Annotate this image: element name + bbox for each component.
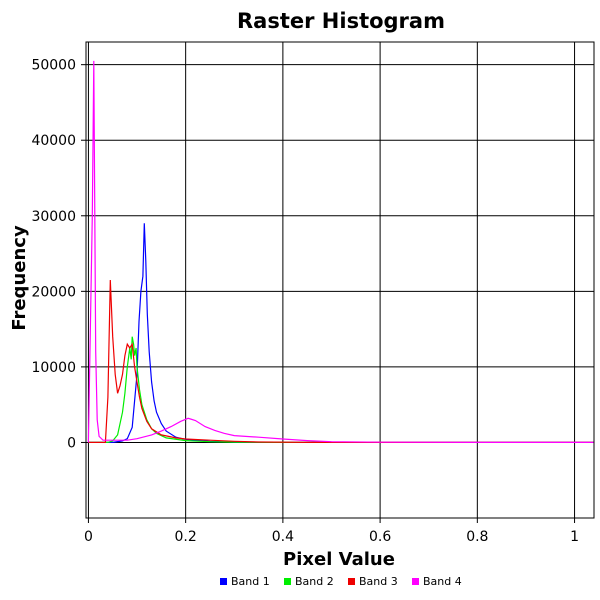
legend-swatch — [348, 578, 355, 585]
series-layer — [87, 60, 594, 443]
legend-label: Band 4 — [423, 575, 462, 588]
chart-title: Raster Histogram — [237, 9, 445, 33]
gridlines — [86, 42, 594, 518]
y-tick-label: 20000 — [31, 284, 76, 300]
x-axis-label: Pixel Value — [283, 549, 395, 570]
x-tick-label: 0.2 — [175, 529, 197, 545]
y-axis-label: Frequency — [9, 225, 30, 331]
y-tick-label: 50000 — [31, 58, 76, 74]
y-tick-label: 40000 — [31, 133, 76, 149]
x-tick-label: 0 — [84, 529, 93, 545]
series-line-band-4 — [87, 60, 594, 443]
legend-swatch — [284, 578, 291, 585]
x-tick-label: 0.6 — [369, 529, 391, 545]
series-line-band-2 — [88, 336, 594, 443]
legend-swatch — [412, 578, 419, 585]
y-tick-label: 30000 — [31, 209, 76, 225]
y-tick-label: 0 — [67, 435, 76, 451]
y-tick-label: 10000 — [31, 360, 76, 376]
legend-label: Band 2 — [295, 575, 334, 588]
legend-label: Band 3 — [359, 575, 398, 588]
x-tick-label: 0.4 — [272, 529, 294, 545]
legend-swatch — [220, 578, 227, 585]
x-tick-label: 1 — [570, 529, 579, 545]
series-line-band-3 — [88, 279, 594, 443]
legend: Band 1 Band 2 Band 3 Band 4 — [220, 575, 462, 588]
legend-label: Band 1 — [231, 575, 270, 588]
x-tick-label: 0.8 — [466, 529, 488, 545]
series-line-band-1 — [88, 223, 594, 443]
plot-area-frame — [85, 41, 595, 519]
axis-ticks: 0 0.2 0.4 0.6 0.8 1 0 10000 20000 30000 40000 50000 — [31, 58, 579, 545]
